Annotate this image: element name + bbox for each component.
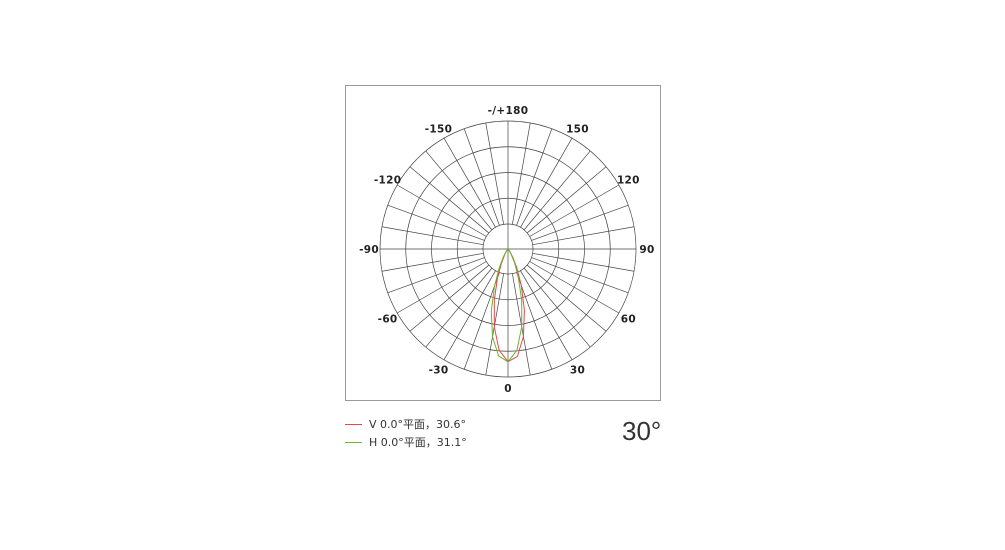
grid-spoke <box>531 204 629 241</box>
grid-spoke <box>387 204 485 241</box>
legend-item-h: H 0.0°平面，31.1° <box>345 434 467 450</box>
legend-item-v: V 0.0°平面，30.6° <box>345 416 466 432</box>
grid-spoke <box>516 128 553 226</box>
angle-tick-label: -120 <box>374 175 401 187</box>
grid-spoke <box>381 252 484 272</box>
angle-tick-label: 60 <box>621 314 636 326</box>
angle-tick-label: 90 <box>639 244 654 256</box>
grid-spoke <box>396 184 487 237</box>
series-curve-v <box>493 248 525 363</box>
grid-spoke <box>463 128 500 226</box>
polar-chart: 0 30 60 90 120 150 -/+180 -150 -120 -90 -60 -30 <box>359 105 654 395</box>
grid-spoke <box>396 261 487 314</box>
angle-tick-label: 0 <box>504 383 512 395</box>
grid-spoke <box>443 270 496 361</box>
grid-spoke <box>511 122 531 225</box>
angle-tick-label: -/+180 <box>488 105 529 117</box>
grid-spoke <box>425 267 493 348</box>
angle-tick-label: 30 <box>570 364 585 376</box>
grid-spoke <box>520 270 573 361</box>
angle-tick-label: -150 <box>425 124 452 136</box>
grid-spoke <box>443 137 496 228</box>
legend-label-h: H 0.0°平面，31.1° <box>369 436 467 449</box>
angle-tick-label: 120 <box>617 175 640 187</box>
angle-tick-label: -60 <box>378 314 398 326</box>
grid-spoke <box>425 150 493 231</box>
angle-tick-label: 150 <box>566 124 589 136</box>
legend-label-v: V 0.0°平面，30.6° <box>369 418 467 431</box>
grid-spoke <box>463 272 500 370</box>
grid-spoke <box>523 150 591 231</box>
grid-spoke <box>532 252 635 272</box>
grid-spoke <box>409 264 490 332</box>
grid-spoke <box>485 122 505 225</box>
grid-spoke <box>387 257 485 294</box>
grid-spoke <box>529 184 620 237</box>
legend-swatch-v <box>345 423 362 425</box>
polar-chart-frame: 0 30 60 90 120 150 -/+180 -150 -120 -90 -60 -30 <box>345 85 661 401</box>
grid-spoke <box>516 272 553 370</box>
legend-swatch-h <box>345 441 362 443</box>
grid-spoke <box>523 267 591 348</box>
series-curve-h <box>490 248 523 363</box>
angle-tick-label: -30 <box>429 364 449 376</box>
grid-spoke <box>409 166 490 234</box>
grid-spoke <box>381 226 484 246</box>
grid-spoke <box>529 261 620 314</box>
grid-spoke <box>532 226 635 246</box>
grid-spoke <box>526 264 607 332</box>
grid-spoke <box>526 166 607 234</box>
grid-spoke <box>531 257 629 294</box>
grid-spoke <box>520 137 573 228</box>
beam-angle-label: 30° <box>622 416 662 446</box>
angle-tick-label: -90 <box>359 244 379 256</box>
